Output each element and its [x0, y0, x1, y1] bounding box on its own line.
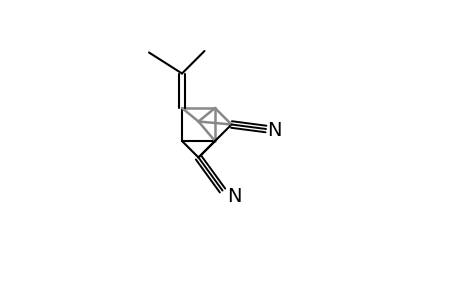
Text: N: N [226, 187, 241, 206]
Text: N: N [267, 121, 281, 140]
